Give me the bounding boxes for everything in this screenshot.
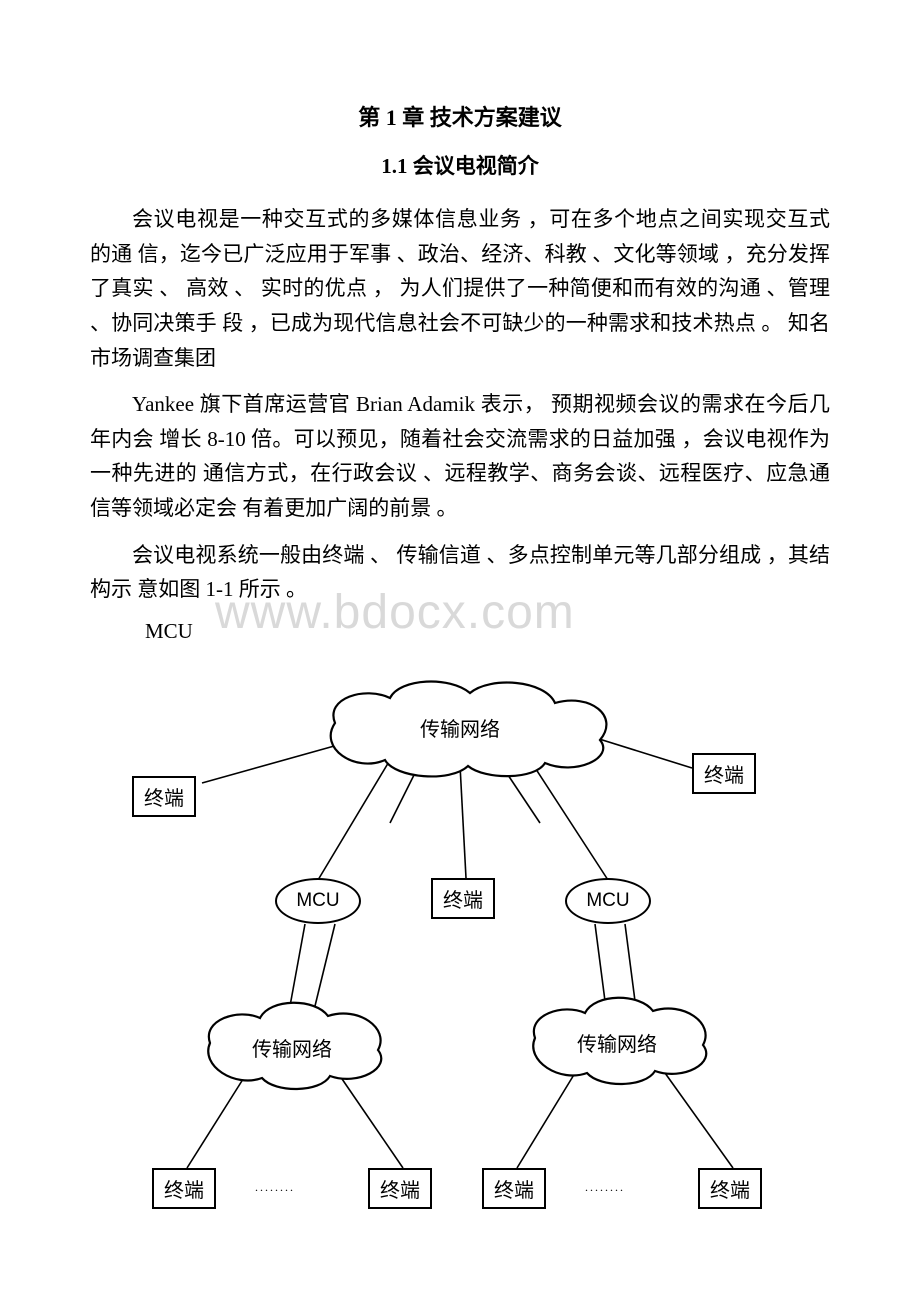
terminal-top-right: 终端 (692, 753, 756, 794)
dots-right: ........ (585, 1180, 625, 1195)
cloud-top-label: 传输网络 (420, 713, 500, 742)
section-title: 1.1 会议电视简介 (90, 150, 830, 180)
mcu-oval-right: MCU (565, 878, 651, 924)
diagram-edges (187, 733, 733, 1168)
terminal-bottom-3: 终端 (482, 1168, 546, 1209)
mcu-oval-left: MCU (275, 878, 361, 924)
terminal-top-left: 终端 (132, 776, 196, 817)
dots-left: ........ (255, 1180, 295, 1195)
terminal-bottom-1: 终端 (152, 1168, 216, 1209)
mcu-heading: MCU (145, 619, 830, 644)
cloud-br-label: 传输网络 (577, 1028, 657, 1057)
paragraph-2: Yankee 旗下首席运营官 Brian Adamik 表示， 预期视频会议的需… (90, 387, 830, 526)
terminal-middle: 终端 (431, 878, 495, 919)
network-diagram: 传输网络 传输网络 传输网络 终端 终端 终端 终端 终端 终端 终端 MCU … (90, 648, 830, 1218)
paragraph-3: 会议电视系统一般由终端 、 传输信道 、多点控制单元等几部分组成 ，其结构示 意… (90, 538, 830, 607)
terminal-bottom-4: 终端 (698, 1168, 762, 1209)
terminal-bottom-2: 终端 (368, 1168, 432, 1209)
paragraph-1: 会议电视是一种交互式的多媒体信息业务 ，可在多个地点之间实现交互式的通 信，迄今… (90, 202, 830, 375)
chapter-title: 第 1 章 技术方案建议 (90, 100, 830, 132)
cloud-bl-label: 传输网络 (252, 1033, 332, 1062)
